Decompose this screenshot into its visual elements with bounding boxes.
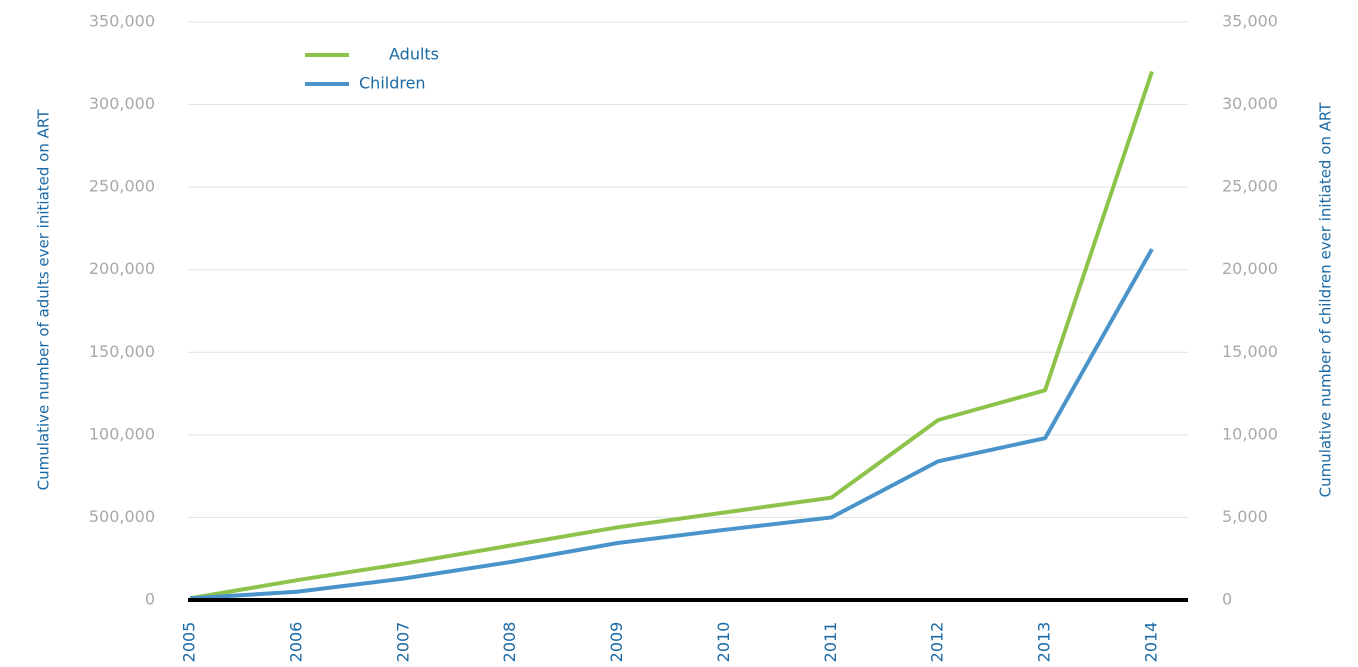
y2-tick-label: 0 [1222, 590, 1232, 609]
y2-axis-label: Cumulative number of children ever initi… [1317, 102, 1335, 498]
y-tick-label: 250,000 [89, 177, 155, 196]
x-tick-label: 2012 [928, 622, 947, 663]
y2-tick-label: 20,000 [1222, 259, 1278, 278]
y2-tick-label: 10,000 [1222, 424, 1278, 443]
x-tick-label: 2014 [1142, 622, 1161, 663]
y-tick-label: 200,000 [89, 259, 155, 278]
x-tick-label: 2010 [714, 622, 733, 663]
line [189, 70, 1154, 601]
legend-label: Children [359, 74, 426, 93]
y2-tick-label: 35,000 [1222, 12, 1278, 31]
x-tick-label: 2008 [500, 622, 519, 663]
y-tick-label: 500,000 [89, 507, 155, 526]
legend-label: Adults [389, 45, 439, 64]
x-tick-label: 2005 [180, 622, 199, 663]
x-tick-label: 2007 [393, 622, 412, 663]
y-tick-label: 0 [145, 590, 155, 609]
y2-tick-label: 5,000 [1222, 507, 1268, 526]
y2-tick-label: 25,000 [1222, 177, 1278, 196]
y-tick-label: 100,000 [89, 424, 155, 443]
y2-tick-label: 15,000 [1222, 342, 1278, 361]
y-tick-label: 350,000 [89, 12, 155, 31]
y-tick-label: 300,000 [89, 94, 155, 113]
x-tick-label: 2013 [1035, 622, 1054, 663]
x-tick-label: 2011 [821, 622, 840, 663]
x-tick-label: 2009 [607, 622, 626, 663]
y2-tick-label: 30,000 [1222, 94, 1278, 113]
x-tick-label: 2006 [286, 622, 305, 663]
y-tick-label: 150,000 [89, 342, 155, 361]
line [189, 248, 1154, 601]
y-axis-label: Cumulative number of adults ever initiat… [35, 109, 53, 491]
